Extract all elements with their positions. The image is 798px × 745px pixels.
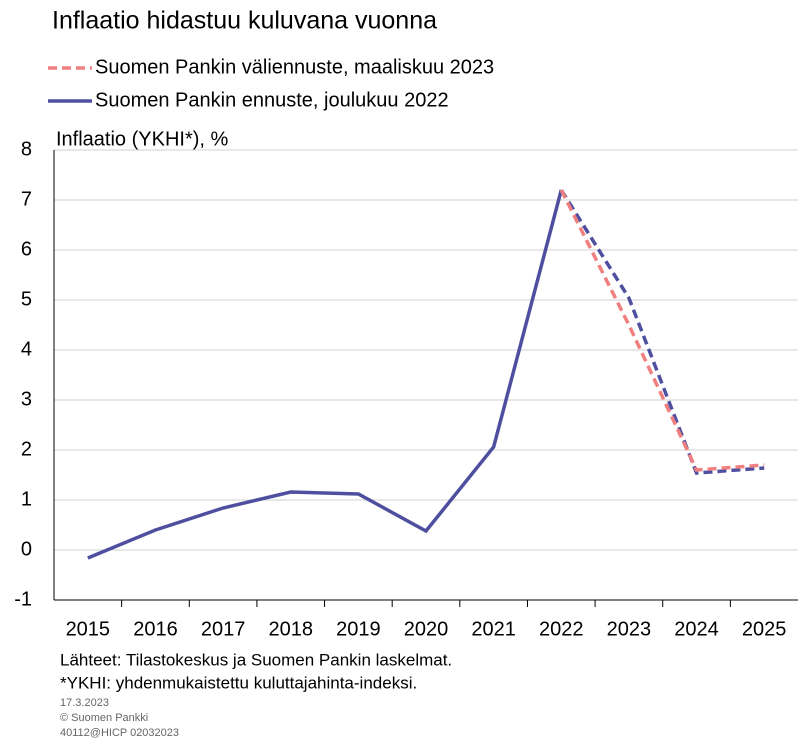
y-tick-label: 2 xyxy=(21,438,32,460)
x-tick-label: 2025 xyxy=(742,618,787,640)
y-tick-label: 7 xyxy=(21,188,32,210)
x-tick-label: 2015 xyxy=(66,618,111,640)
x-tick-label: 2017 xyxy=(201,618,246,640)
copyright: © Suomen Pankki xyxy=(60,712,148,724)
y-tick-label: 4 xyxy=(21,338,32,360)
date: 17.3.2023 xyxy=(60,697,109,709)
note: *YKHI: yhdenmukaistettu kuluttajahinta-i… xyxy=(60,673,417,692)
series-line xyxy=(559,189,765,475)
y-tick-label: 6 xyxy=(21,238,32,260)
x-tick-label: 2021 xyxy=(471,618,516,640)
code: 40112@HICP 02032023 xyxy=(60,727,179,739)
legend-label: Suomen Pankin väliennuste, maaliskuu 202… xyxy=(95,56,494,78)
y-tick-label: 5 xyxy=(21,288,32,310)
y-tick-label: 1 xyxy=(21,488,32,510)
series-line xyxy=(559,189,765,472)
y-tick-label: 8 xyxy=(21,138,32,160)
x-tick-label: 2023 xyxy=(607,618,652,640)
chart-title: Inflaatio hidastuu kuluvana vuonna xyxy=(52,7,437,35)
y-tick-label: 0 xyxy=(21,538,32,560)
x-tick-label: 2016 xyxy=(133,618,178,640)
series-line xyxy=(87,189,563,560)
y-tick-label: 3 xyxy=(21,388,32,410)
sources: Lähteet: Tilastokeskus ja Suomen Pankin … xyxy=(60,650,452,669)
x-tick-label: 2022 xyxy=(539,618,584,640)
y-axis-label: Inflaatio (YKHI*), % xyxy=(56,128,229,150)
y-tick-label: -1 xyxy=(14,588,32,610)
x-tick-label: 2018 xyxy=(268,618,313,640)
x-tick-label: 2020 xyxy=(404,618,449,640)
x-tick-label: 2019 xyxy=(336,618,381,640)
legend-label: Suomen Pankin ennuste, joulukuu 2022 xyxy=(95,89,449,111)
x-tick-label: 2024 xyxy=(674,618,719,640)
